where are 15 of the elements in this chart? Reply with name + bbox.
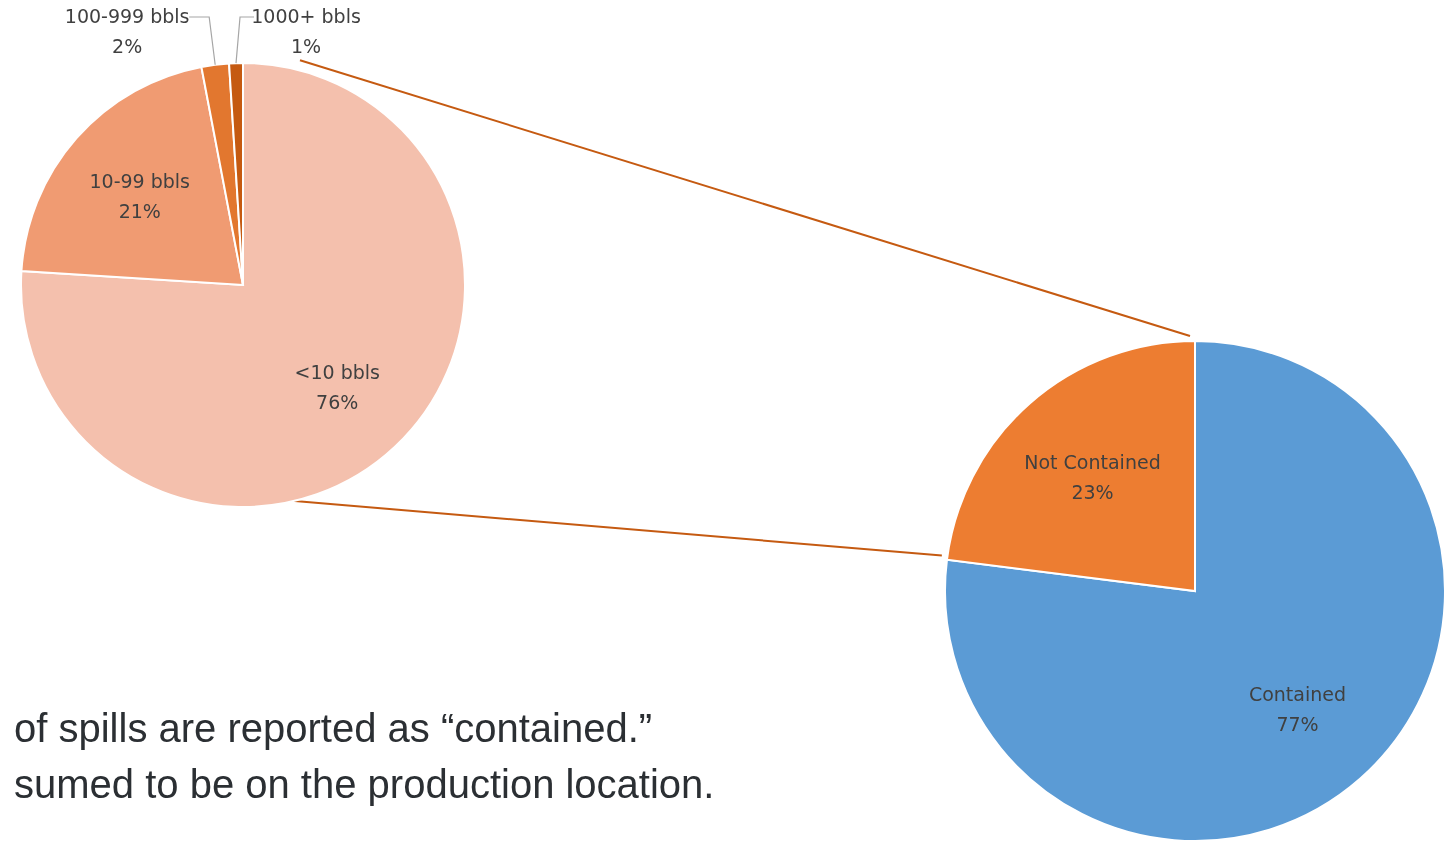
data-label: 77% — [1276, 713, 1319, 736]
slice-label: <10 bbls — [294, 361, 380, 384]
data-label: 21% — [118, 199, 161, 222]
data-label: 76% — [316, 391, 359, 414]
pie-slice — [20, 62, 466, 508]
text: of spills are reported as “contained.” — [14, 705, 654, 752]
data-label: 2% — [112, 35, 143, 57]
slice-label: 1000+ bbls — [251, 5, 361, 27]
slice-label: Contained — [1248, 683, 1347, 706]
slice-label: Not Contained — [1024, 450, 1161, 473]
text: sumed to be on the production location. — [14, 761, 715, 808]
data-label: 23% — [1071, 480, 1114, 503]
slice-label: 10-99 bbls — [89, 169, 191, 192]
slice-label: 100-999 bbls — [64, 5, 190, 27]
data-label: 1% — [290, 35, 322, 57]
